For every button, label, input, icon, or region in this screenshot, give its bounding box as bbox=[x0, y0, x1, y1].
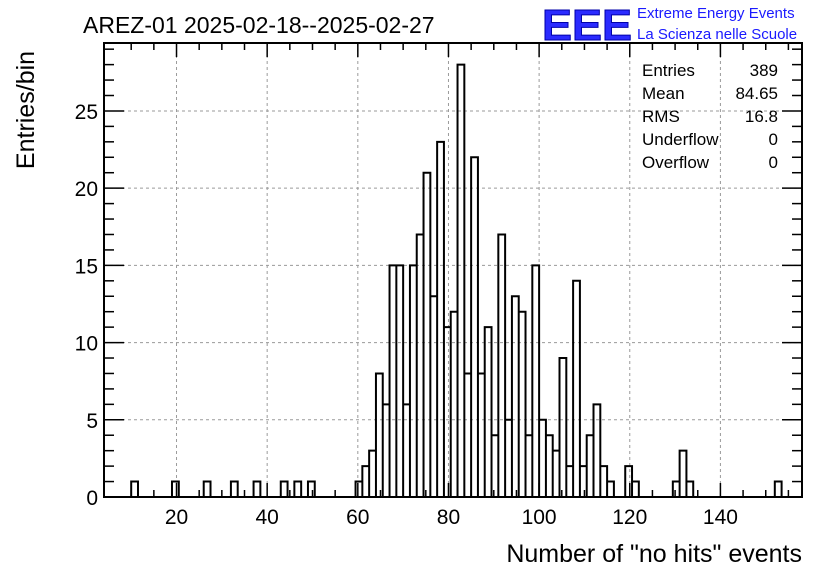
x-tick-label: 100 bbox=[522, 506, 557, 529]
stat-label: RMS bbox=[642, 107, 680, 126]
eee-logo: EEE Extreme Energy Events La Scienza nel… bbox=[542, 1, 798, 51]
x-tick-label: 60 bbox=[346, 506, 369, 529]
stat-value: 84.65 bbox=[735, 84, 778, 103]
plot-frame bbox=[103, 42, 803, 498]
y-tick-label: 15 bbox=[75, 255, 98, 278]
stat-label: Underflow bbox=[642, 130, 719, 149]
x-tick-label: 120 bbox=[612, 506, 647, 529]
stat-label: Entries bbox=[642, 61, 695, 80]
tick-labels: 20 40 60 80 100 120 140 0 5 10 15 20 25 bbox=[75, 101, 738, 529]
stat-value: 0 bbox=[769, 130, 778, 149]
x-tick-label: 140 bbox=[703, 506, 738, 529]
chart-title: AREZ-01 2025-02-18--2025-02-27 bbox=[83, 12, 435, 38]
stat-value: 389 bbox=[750, 61, 778, 80]
stat-label: Mean bbox=[642, 84, 685, 103]
x-tick-label: 80 bbox=[437, 506, 460, 529]
eee-logo-line2: La Scienza nelle Scuole bbox=[637, 26, 797, 43]
y-axis-title: Entries/bin bbox=[12, 51, 40, 169]
x-tick-label: 20 bbox=[165, 506, 188, 529]
stat-value: 16.8 bbox=[745, 107, 778, 126]
y-tick-label: 20 bbox=[75, 178, 98, 201]
eee-logo-line1: Extreme Energy Events bbox=[637, 5, 795, 22]
y-tick-label: 10 bbox=[75, 333, 98, 356]
grid-lines bbox=[104, 43, 802, 497]
axis-ticks bbox=[104, 43, 802, 498]
y-tick-label: 25 bbox=[75, 101, 98, 124]
eee-logo-mark: EEE bbox=[542, 1, 632, 50]
stats-box: Entries 389 Mean 84.65 RMS 16.8 Underflow 0 Over… bbox=[642, 61, 778, 172]
stat-value: 0 bbox=[769, 153, 778, 172]
stat-label: Overflow bbox=[642, 153, 710, 172]
x-tick-label: 40 bbox=[255, 506, 278, 529]
y-tick-label: 5 bbox=[86, 410, 98, 433]
x-axis-title: Number of "no hits" events bbox=[506, 540, 802, 568]
y-tick-label: 0 bbox=[86, 487, 98, 510]
